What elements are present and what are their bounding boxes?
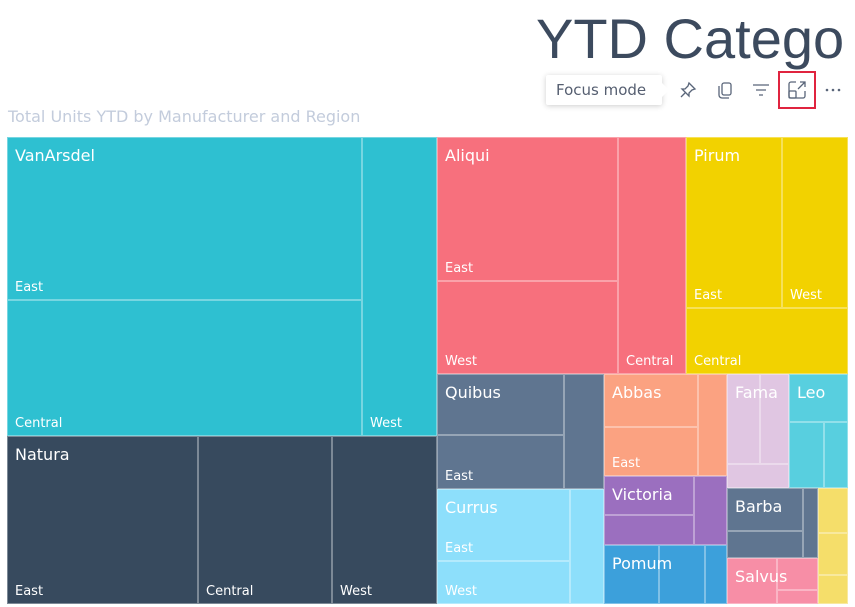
treemap-cell[interactable]: West bbox=[782, 137, 848, 308]
more-options-icon[interactable] bbox=[821, 78, 845, 102]
treemap-cell[interactable] bbox=[818, 488, 848, 533]
treemap-cell[interactable]: East bbox=[437, 137, 618, 281]
treemap-cell[interactable] bbox=[659, 545, 705, 604]
region-label: West bbox=[445, 354, 477, 369]
focus-mode-tooltip: Focus mode bbox=[546, 75, 669, 105]
treemap-cell[interactable]: Central bbox=[686, 308, 848, 374]
treemap-cell[interactable] bbox=[604, 515, 694, 545]
treemap-cell[interactable]: West bbox=[362, 137, 437, 436]
treemap-cell[interactable] bbox=[727, 464, 789, 488]
treemap-cell[interactable] bbox=[789, 422, 824, 488]
region-label: West bbox=[790, 288, 822, 303]
treemap-cell[interactable] bbox=[564, 374, 604, 489]
treemap-cell[interactable] bbox=[727, 558, 777, 604]
treemap-cell[interactable] bbox=[604, 545, 659, 604]
chart-subtitle: Total Units YTD by Manufacturer and Regi… bbox=[8, 107, 361, 126]
treemap-cell[interactable]: East bbox=[7, 436, 198, 604]
treemap-cell[interactable] bbox=[818, 575, 848, 604]
region-label: East bbox=[445, 469, 474, 484]
treemap-cell[interactable]: Central bbox=[618, 137, 686, 374]
region-label: Central bbox=[694, 354, 742, 369]
treemap-cell[interactable] bbox=[727, 488, 803, 531]
region-label: West bbox=[445, 584, 477, 599]
region-label: Central bbox=[626, 354, 674, 369]
treemap-cell[interactable] bbox=[824, 422, 848, 488]
page-title: YTD Catego bbox=[536, 7, 845, 70]
pin-icon[interactable] bbox=[676, 78, 700, 102]
treemap-cell[interactable]: East bbox=[437, 489, 570, 561]
treemap-cell[interactable] bbox=[789, 374, 848, 422]
treemap-cell[interactable]: East bbox=[437, 435, 564, 489]
treemap-cell[interactable]: Central bbox=[198, 436, 332, 604]
focus-mode-icon[interactable] bbox=[778, 71, 816, 109]
region-label: East bbox=[445, 541, 474, 556]
treemap-cell[interactable] bbox=[698, 374, 727, 476]
treemap-cell[interactable] bbox=[437, 374, 564, 435]
region-label: East bbox=[612, 456, 641, 471]
treemap-cell[interactable] bbox=[777, 558, 818, 590]
treemap-cell[interactable]: West bbox=[437, 561, 570, 604]
region-label: East bbox=[694, 288, 723, 303]
region-label: East bbox=[445, 261, 474, 276]
treemap-cell[interactable] bbox=[604, 476, 694, 515]
treemap-cell[interactable] bbox=[727, 374, 760, 464]
filter-icon[interactable] bbox=[749, 78, 773, 102]
region-label: West bbox=[370, 416, 402, 431]
treemap-cell[interactable]: East bbox=[686, 137, 782, 308]
copy-icon[interactable] bbox=[713, 78, 737, 102]
treemap-cell[interactable] bbox=[727, 531, 803, 558]
treemap-cell[interactable]: West bbox=[437, 281, 618, 374]
treemap-cell[interactable] bbox=[694, 476, 727, 545]
treemap-cell[interactable] bbox=[803, 488, 818, 558]
treemap-cell[interactable]: East bbox=[604, 427, 698, 476]
treemap-cell[interactable] bbox=[777, 590, 818, 604]
treemap-cell[interactable] bbox=[604, 374, 698, 427]
region-label: Central bbox=[15, 416, 63, 431]
treemap-cell[interactable]: East bbox=[7, 137, 362, 300]
region-label: Central bbox=[206, 584, 254, 599]
treemap-cell[interactable] bbox=[818, 533, 848, 575]
treemap-cell[interactable]: Central bbox=[7, 300, 362, 436]
treemap-cell[interactable] bbox=[705, 545, 727, 604]
region-label: East bbox=[15, 584, 44, 599]
treemap-cell[interactable] bbox=[570, 489, 604, 604]
region-label: West bbox=[340, 584, 372, 599]
region-label: East bbox=[15, 280, 44, 295]
treemap-cell[interactable] bbox=[760, 374, 789, 464]
treemap-cell[interactable]: West bbox=[332, 436, 437, 604]
